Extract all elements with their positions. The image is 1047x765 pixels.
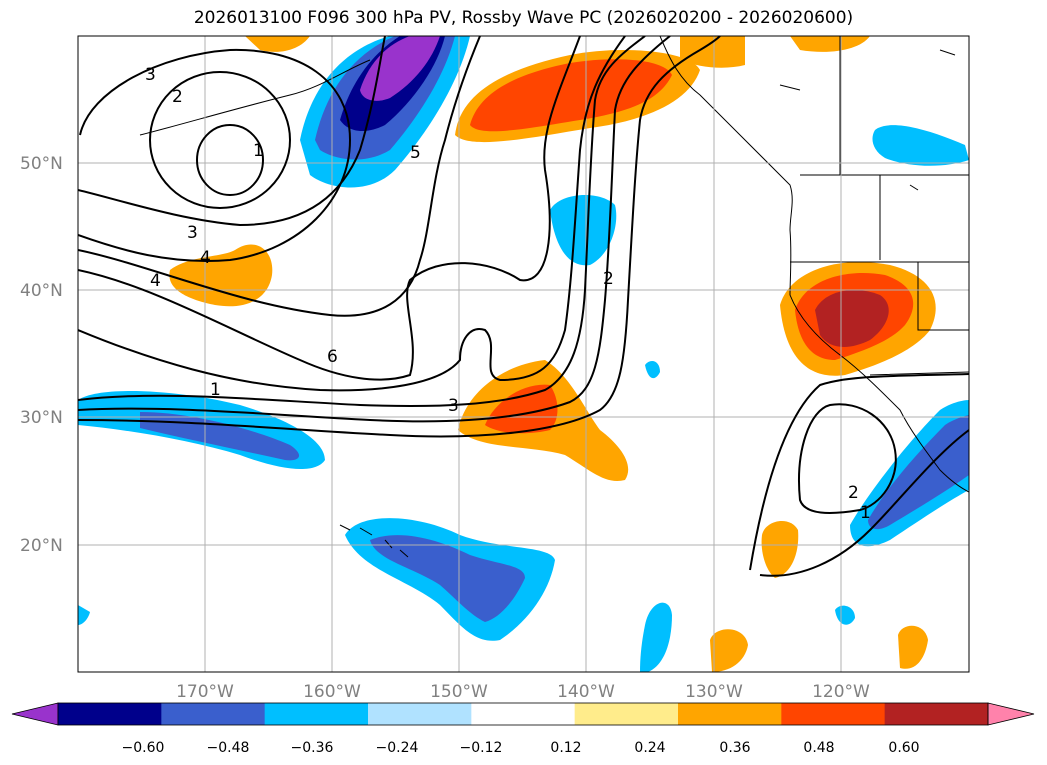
contour-label: 2 [172, 87, 183, 107]
colorbar-tick-labels: −0.60 −0.48 −0.36 −0.24 −0.12 0.12 0.24 … [122, 740, 920, 756]
longitude-label: 140°W [557, 682, 615, 702]
negative-anomaly-small-dot-2 [645, 360, 660, 379]
contour-label: 3 [187, 223, 198, 243]
positive-anomaly-top-left [245, 36, 310, 52]
longitude-label: 150°W [430, 682, 488, 702]
colorbar-cells [58, 703, 989, 725]
longitude-label: 160°W [303, 682, 361, 702]
contour-label: 3 [448, 396, 459, 416]
contour-label: 1 [253, 141, 264, 161]
contour-label: 4 [150, 271, 161, 291]
contour-label: 1 [860, 503, 871, 523]
colorbar-cell [781, 703, 886, 725]
contour-label: 3 [145, 65, 156, 85]
colorbar-tick-label: −0.12 [460, 740, 503, 756]
positive-anomaly-northeast-pacific-core [470, 59, 672, 132]
contour-label: 6 [327, 347, 338, 367]
latitude-label: 50°N [20, 154, 63, 174]
positive-anomaly-small-southeast [761, 520, 799, 578]
colorbar-tick-label: 0.60 [888, 740, 919, 756]
negative-anomaly-hawaii-core [370, 535, 525, 622]
contour-label: 2 [603, 269, 614, 289]
colorbar [11, 702, 1035, 726]
negative-anomaly-far-west-edge [78, 605, 90, 625]
positive-anomaly-small-south [710, 629, 748, 672]
colorbar-tick-label: −0.36 [291, 740, 334, 756]
colorbar-tick-label: 0.24 [634, 740, 665, 756]
gridlines [78, 36, 969, 672]
negative-anomaly-subtropical-west-core [140, 412, 300, 461]
anomaly-shading [78, 36, 969, 672]
positive-anomaly-california-inner [815, 290, 889, 347]
contour-label: 2 [848, 483, 859, 503]
longitude-label: 130°W [685, 682, 743, 702]
positive-anomaly-top-far-right [790, 36, 870, 52]
colorbar-tick-label: 0.12 [550, 740, 581, 756]
map-frame [77, 35, 970, 673]
colorbar-cell [58, 703, 162, 725]
longitude-label: 170°W [176, 682, 234, 702]
colorbar-tick-label: −0.24 [376, 740, 419, 756]
negative-anomaly-central [550, 194, 617, 266]
colorbar-right-extension [987, 702, 1035, 726]
contour-label: 5 [410, 143, 421, 163]
negative-anomaly-gulf-alaska-max [360, 36, 440, 101]
map-title: 2026013100 F096 300 hPa PV, Rossby Wave … [193, 8, 854, 28]
coastlines [139, 36, 969, 558]
colorbar-left-extension [11, 702, 59, 726]
positive-anomaly-central-subtropics-core [485, 384, 558, 434]
latitude-label: 30°N [20, 408, 63, 428]
latitude-label: 40°N [20, 281, 63, 301]
colorbar-cell [574, 703, 679, 725]
negative-anomaly-small-south [640, 602, 672, 672]
colorbar-cell [264, 703, 369, 725]
latitude-labels: 50°N 40°N 30°N 20°N [20, 154, 63, 556]
contour-label-group: 3 2 1 5 3 4 4 2 6 1 3 2 1 [145, 65, 871, 523]
colorbar-cell [368, 703, 472, 725]
pv-contours [78, 36, 969, 577]
colorbar-tick-label: −0.48 [207, 740, 250, 756]
negative-anomaly-small-dot [835, 605, 855, 625]
longitude-labels: 170°W 160°W 150°W 140°W 130°W 120°W [176, 682, 870, 702]
contour-label: 4 [200, 248, 211, 268]
colorbar-cell [161, 703, 266, 725]
longitude-label: 120°W [812, 682, 870, 702]
colorbar-cell [884, 703, 989, 725]
positive-anomaly-top-right [680, 36, 745, 68]
colorbar-tick-label: 0.48 [803, 740, 834, 756]
negative-anomaly-small-north-right [872, 125, 969, 166]
latitude-label: 20°N [20, 536, 63, 556]
colorbar-cell [471, 703, 576, 725]
negative-anomaly-mexico-core [868, 415, 969, 530]
colorbar-cell [678, 703, 782, 725]
contour-label: 1 [210, 380, 221, 400]
colorbar-tick-label: −0.60 [122, 740, 165, 756]
colorbar-tick-label: 0.36 [719, 740, 750, 756]
positive-anomaly-small-southeast-far [898, 625, 928, 669]
colorbar-frame [57, 702, 989, 726]
